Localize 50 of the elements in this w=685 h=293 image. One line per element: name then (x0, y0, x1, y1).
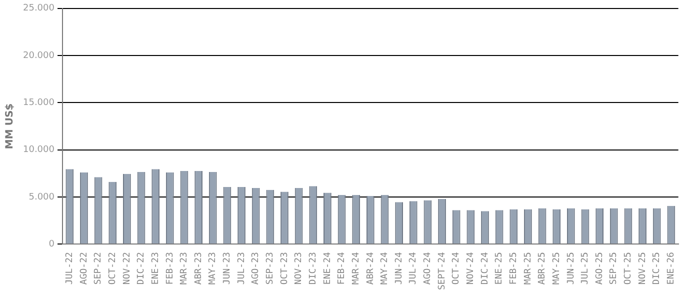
y-axis-title: MM US$ (4, 103, 16, 150)
x-tick-label: NOV-24 (466, 252, 476, 285)
x-tick-label: SEP-22 (94, 252, 104, 285)
x-tick-label: ABR-24 (366, 252, 376, 285)
x-tick-label: OCT-25 (624, 252, 634, 285)
x-tick-label: JUL-22 (64, 252, 75, 285)
x-tick-label: FEB-23 (165, 252, 176, 285)
x-tick-label: NOV-25 (638, 252, 648, 285)
x-tick-label: MAY-24 (380, 252, 390, 285)
x-tick-label: FEB-24 (337, 252, 348, 285)
x-tick-label: DIC-22 (136, 252, 147, 285)
x-tick-label: ABR-25 (538, 252, 548, 285)
x-tick-label: FEB-25 (508, 252, 519, 285)
x-tick-label: DIC-24 (480, 252, 490, 285)
x-tick-label: JUN-24 (394, 252, 404, 285)
x-tick-label: DIC-23 (308, 252, 318, 285)
x-tick-label: MAY-23 (208, 252, 218, 285)
x-tick-label: ENE-23 (150, 252, 161, 285)
x-tick-label: OCT-23 (280, 252, 290, 285)
x-tick-label: JUL-23 (236, 252, 247, 285)
x-tick-label: JUN-25 (566, 252, 576, 285)
x-tick-label: AGO-25 (594, 252, 605, 285)
x-tick-label: OCT-24 (452, 252, 462, 285)
x-tick-label: MAR-23 (180, 252, 190, 285)
x-tick-label: ABR-23 (194, 252, 204, 285)
x-tick-label: JUL-25 (580, 252, 591, 285)
x-tick-label: ENE-25 (494, 252, 505, 285)
x-tick-label: MAY-25 (552, 252, 562, 285)
x-tick-label: MAR-24 (351, 252, 362, 285)
x-tick-label: MAR-25 (523, 252, 534, 285)
y-tick-label: 5.000 (28, 192, 55, 202)
y-tick-label: 20.000 (22, 50, 55, 61)
x-tick-label: AGO-23 (251, 252, 262, 285)
x-tick-label: ENE-26 (666, 252, 677, 285)
x-tick-label: SEP-25 (609, 252, 620, 285)
x-tick-label: NOV-23 (294, 252, 304, 285)
y-tick-label: 10.000 (22, 145, 55, 156)
x-tick-label: AGO-24 (423, 252, 434, 285)
x-tick-label: OCT-22 (108, 252, 118, 285)
x-tick-label: NOV-22 (122, 252, 132, 285)
x-tick-label: ENE-24 (322, 252, 333, 285)
x-tick-label: SEPT-24 (437, 252, 448, 290)
y-tick-label: 0 (48, 239, 55, 250)
y-tick-label: 15.000 (22, 98, 55, 108)
y-tick-label: 25.000 (22, 4, 55, 14)
x-tick-label: JUL-24 (408, 252, 419, 285)
x-tick-label: DIC-25 (652, 252, 662, 285)
x-tick-label: JUN-23 (222, 252, 233, 285)
x-tick-label: SEP-23 (266, 252, 276, 285)
x-tick-label: AGO-22 (79, 252, 90, 285)
